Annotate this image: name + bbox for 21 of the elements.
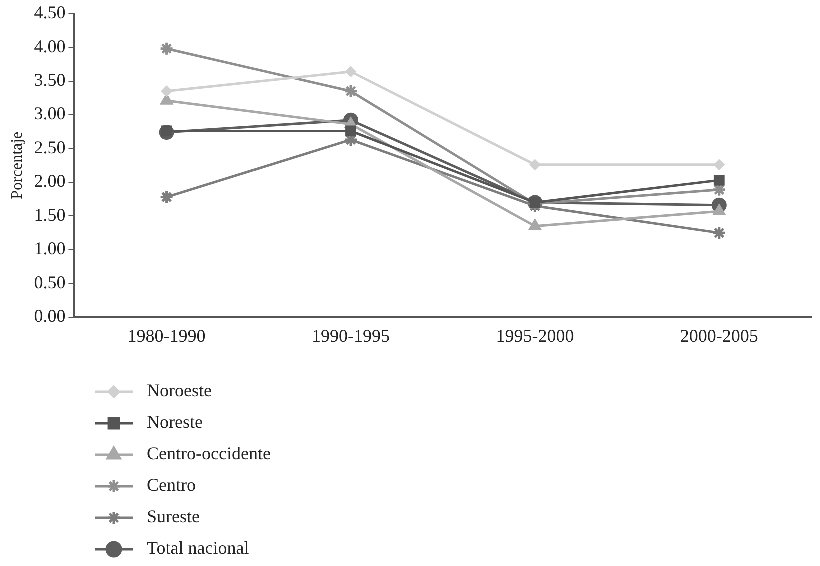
x-tick-label: 2000-2005 bbox=[680, 326, 758, 346]
y-tick-label: 4.00 bbox=[34, 36, 66, 56]
y-tick-label: 4.50 bbox=[34, 2, 66, 23]
legend-label: Sureste bbox=[147, 506, 200, 527]
y-tick-label: 3.50 bbox=[34, 70, 66, 90]
y-tick-label: 1.00 bbox=[34, 238, 66, 259]
y-tick-label: 0.50 bbox=[34, 272, 66, 292]
x-tick-label: 1990-1995 bbox=[312, 326, 390, 346]
legend-label: Centro bbox=[147, 475, 196, 496]
y-tick-label: 2.50 bbox=[34, 137, 66, 158]
y-tick-label: 2.00 bbox=[34, 171, 66, 192]
legend-label: Total nacional bbox=[147, 538, 250, 558]
y-axis-title: Porcentaje bbox=[8, 132, 26, 200]
x-tick-label: 1995-2000 bbox=[496, 326, 574, 346]
y-tick-label: 0.00 bbox=[34, 306, 66, 326]
legend-label: Noreste bbox=[147, 412, 203, 432]
legend-label: Centro-occidente bbox=[147, 444, 271, 464]
y-tick-label: 1.50 bbox=[34, 204, 66, 225]
y-tick-label: 3.00 bbox=[34, 104, 66, 124]
legend-label: Noroeste bbox=[147, 380, 212, 401]
x-tick-label: 1980-1990 bbox=[128, 326, 206, 346]
